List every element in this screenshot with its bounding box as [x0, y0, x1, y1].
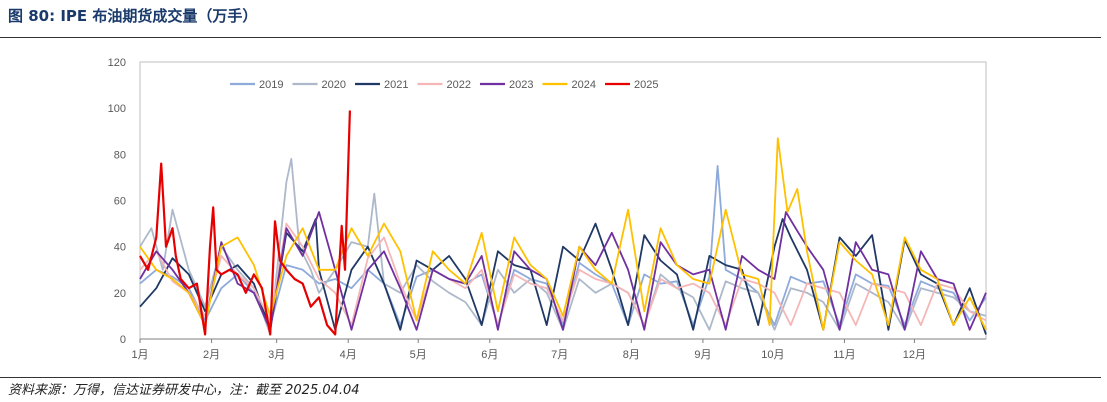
x-tick-label: 2月	[203, 349, 220, 361]
x-tick-label: 3月	[268, 349, 285, 361]
y-tick-label: 20	[114, 288, 126, 300]
x-axis-ticks: 1月 2月 3月 4月 5月 6月 7月 8月 9月 10月 11月 12月	[131, 339, 926, 361]
top-rule	[0, 37, 1101, 38]
y-tick-label: 80	[114, 149, 126, 161]
x-tick-label: 6月	[481, 349, 498, 361]
legend-label-2020: 2020	[322, 79, 346, 91]
y-tick-label: 0	[120, 334, 126, 346]
x-tick-label: 4月	[340, 349, 357, 361]
y-axis-ticks: 0 20 40 60 80 100 120	[108, 57, 126, 346]
bottom-rule	[0, 377, 1101, 378]
legend: 2019 2020 2021 2022 2023 2024 2025	[230, 79, 658, 91]
figure-title: 图 80: IPE 布油期货成交量（万手）	[8, 7, 258, 25]
legend-label-2021: 2021	[384, 79, 408, 91]
legend-label-2019: 2019	[259, 79, 283, 91]
y-tick-label: 40	[114, 242, 126, 254]
legend-label-2025: 2025	[634, 79, 658, 91]
source-note: 资料来源：万得，信达证券研发中心，注：截至 2025.04.04	[8, 383, 360, 398]
series-line-2024	[139, 137, 987, 331]
x-tick-label: 5月	[410, 349, 427, 361]
legend-label-2023: 2023	[509, 79, 533, 91]
x-tick-label: 8月	[623, 349, 640, 361]
x-tick-label: 10月	[761, 349, 784, 361]
y-tick-label: 60	[114, 196, 126, 208]
legend-label-2022: 2022	[447, 79, 471, 91]
series-line-2019	[139, 164, 987, 327]
x-tick-label: 12月	[903, 349, 926, 361]
plot-area-frame	[139, 61, 987, 340]
series-line-2023	[139, 211, 987, 331]
x-tick-label: 11月	[833, 349, 855, 361]
legend-label-2024: 2024	[572, 79, 596, 91]
x-tick-label: 1月	[131, 349, 148, 361]
x-tick-label: 7月	[551, 349, 568, 361]
y-tick-label: 120	[108, 57, 126, 69]
x-tick-label: 9月	[694, 349, 711, 361]
series-layer	[139, 110, 987, 336]
y-tick-label: 100	[108, 103, 126, 115]
series-line-2025	[139, 110, 351, 336]
